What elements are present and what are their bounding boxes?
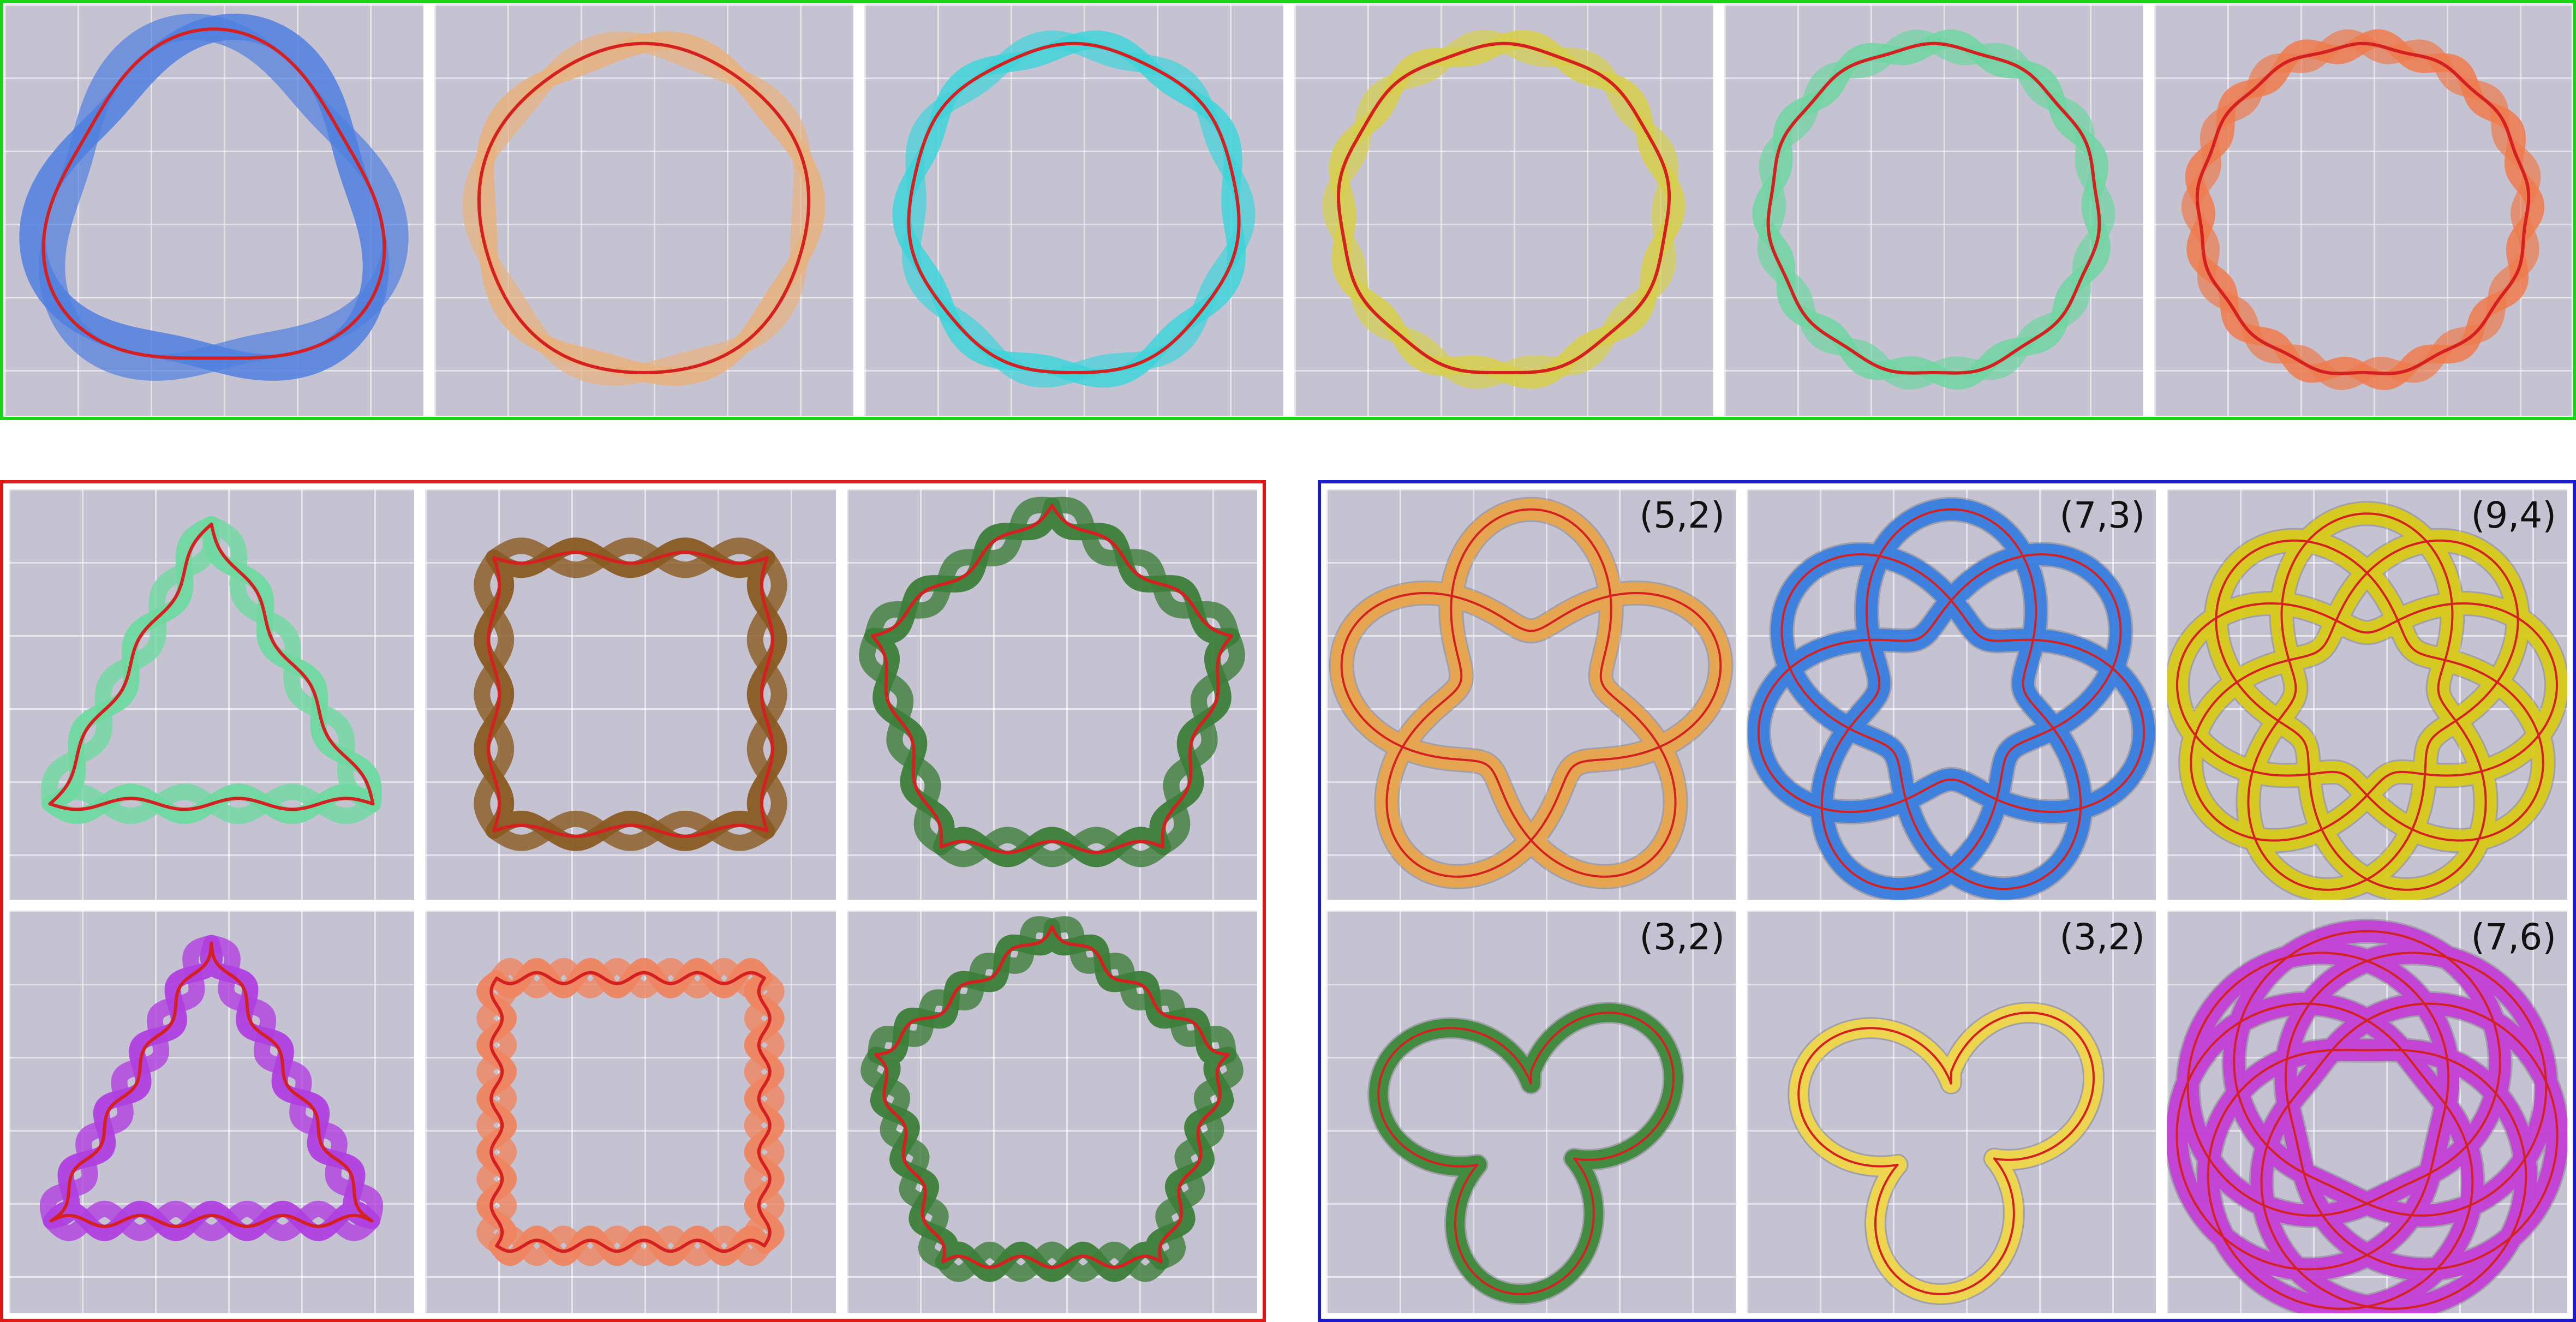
polygon-figure-3 bbox=[859, 497, 1245, 868]
ribbon-band bbox=[43, 935, 380, 1241]
knot-figure-6 bbox=[2167, 918, 2567, 1313]
ribbon-band bbox=[19, 14, 389, 381]
centerline bbox=[49, 941, 374, 1228]
ribbon-band bbox=[868, 918, 1236, 1282]
polygon-panel-5 bbox=[425, 911, 836, 1313]
knot-panel-1: (5,2) bbox=[1326, 489, 1736, 900]
centerline bbox=[874, 925, 1230, 1269]
knot-label-3: (9,4) bbox=[2471, 494, 2556, 536]
knot-panel-2: (7,3) bbox=[1747, 489, 2156, 900]
polygon-panel-6 bbox=[847, 911, 1257, 1313]
polygon-figure-2 bbox=[474, 537, 787, 851]
polygon-panel-3 bbox=[847, 489, 1257, 900]
polygon-panel-1 bbox=[9, 489, 414, 900]
polygon-group bbox=[0, 480, 1266, 1322]
knot-figure-4 bbox=[1367, 1002, 1684, 1305]
knot-label-4: (3,2) bbox=[1639, 916, 1725, 958]
ring-panel-5 bbox=[1724, 4, 2143, 416]
knot-panel-5: (3,2) bbox=[1747, 911, 2156, 1313]
centerline bbox=[871, 504, 1233, 854]
polygon-figure-6 bbox=[860, 916, 1244, 1282]
ring-panel-2 bbox=[434, 4, 853, 416]
knot-figure-2 bbox=[1747, 497, 2156, 900]
knot-label-1: (5,2) bbox=[1639, 494, 1725, 536]
ribbon-band bbox=[39, 935, 384, 1241]
ring-figure-3 bbox=[892, 31, 1256, 388]
ribbon-band bbox=[474, 537, 787, 851]
centerline bbox=[2175, 930, 2559, 1310]
centerline bbox=[477, 41, 811, 374]
ring-panel-3 bbox=[864, 4, 1283, 416]
polygon-panel-4 bbox=[9, 911, 414, 1313]
ribbon-band bbox=[476, 958, 785, 1266]
knot-panel-6: (7,6) bbox=[2167, 911, 2567, 1313]
ribbon-band bbox=[41, 516, 381, 824]
centerline bbox=[1340, 508, 1722, 878]
knot-figure-1 bbox=[1329, 497, 1734, 889]
knot-group: (5,2) (7,3) (9,4) (3,2) (3,2) (7,6) bbox=[1318, 480, 2576, 1322]
centerline bbox=[48, 522, 375, 811]
polygon-figure-4 bbox=[39, 935, 384, 1241]
centerline bbox=[1377, 1012, 1675, 1295]
centerline bbox=[2176, 512, 2558, 891]
centerline bbox=[1337, 41, 1671, 374]
knot-label-5: (3,2) bbox=[2059, 916, 2145, 958]
centerline bbox=[489, 971, 772, 1253]
ring-figure-1 bbox=[19, 14, 409, 381]
top-ring-group bbox=[0, 0, 2576, 420]
polygon-figure-1 bbox=[41, 516, 382, 824]
centerline bbox=[41, 27, 386, 360]
ribbon-band bbox=[860, 916, 1244, 1282]
centerline bbox=[1766, 41, 2101, 375]
ring-figure-4 bbox=[1322, 30, 1686, 389]
ring-panel-1 bbox=[4, 4, 423, 416]
centerline bbox=[1797, 1012, 2095, 1295]
knot-panel-3: (9,4) bbox=[2167, 489, 2567, 900]
ribbon-band bbox=[39, 14, 409, 381]
ribbon-band bbox=[859, 497, 1245, 868]
polygon-figure-5 bbox=[476, 958, 785, 1266]
knot-figure-5 bbox=[1788, 1002, 2105, 1305]
knot-panel-4: (3,2) bbox=[1326, 911, 1736, 1313]
centerline bbox=[2195, 41, 2531, 375]
ring-panel-4 bbox=[1294, 4, 1713, 416]
ribbon-band bbox=[476, 958, 785, 1266]
ring-figure-5 bbox=[1752, 29, 2115, 390]
polygon-panel-2 bbox=[425, 489, 836, 900]
ribbon-band bbox=[474, 537, 787, 851]
centerline bbox=[487, 551, 774, 838]
ribbon-band bbox=[41, 516, 382, 824]
ring-panel-6 bbox=[2154, 4, 2572, 416]
knot-label-6: (7,6) bbox=[2471, 916, 2556, 958]
centerline bbox=[907, 41, 1241, 374]
ring-figure-6 bbox=[2181, 29, 2545, 390]
centerline bbox=[1757, 508, 2145, 890]
knot-figure-3 bbox=[2167, 501, 2567, 900]
knot-label-2: (7,3) bbox=[2059, 494, 2145, 536]
ring-figure-2 bbox=[462, 31, 826, 386]
ribbon-band bbox=[864, 497, 1240, 868]
